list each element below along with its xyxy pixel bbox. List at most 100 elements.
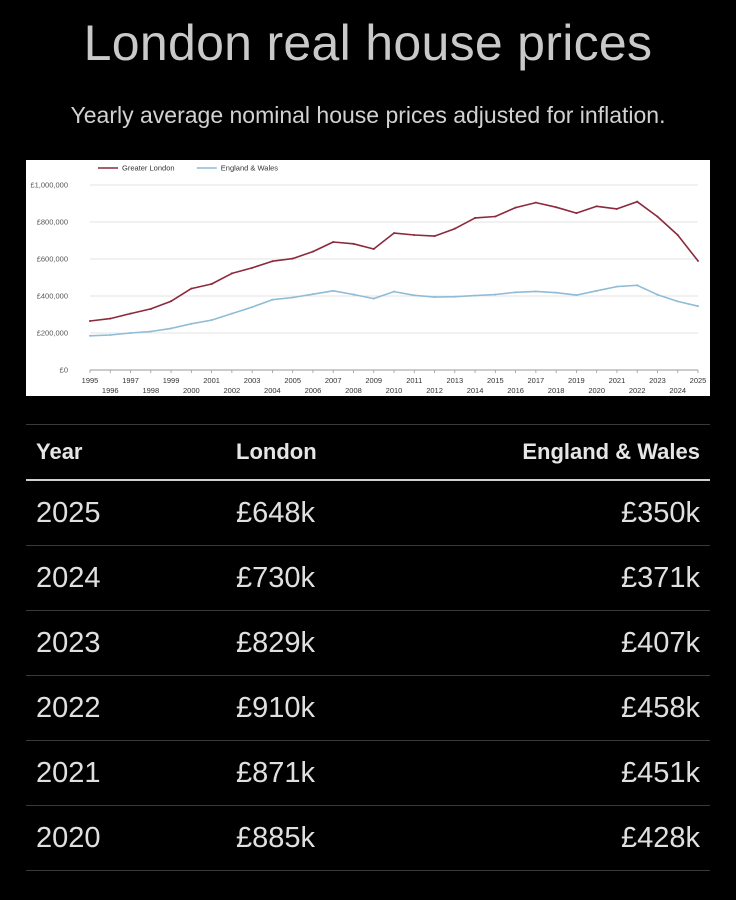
y-tick-label: £600,000 — [37, 255, 68, 264]
data-point — [575, 294, 578, 297]
x-tick-label: 2012 — [426, 386, 443, 395]
x-tick-label: 1998 — [142, 386, 159, 395]
x-tick-label: 2019 — [568, 376, 585, 385]
table-row: 2021 £871k £451k — [26, 740, 710, 806]
data-point — [514, 291, 517, 294]
page-title: London real house prices — [83, 15, 653, 71]
data-point — [494, 215, 497, 218]
data-point — [433, 235, 436, 238]
x-tick-label: 2007 — [325, 376, 342, 385]
x-tick-label: 2023 — [649, 376, 666, 385]
data-point — [595, 205, 598, 208]
data-point — [595, 289, 598, 292]
table-row: 2022 £910k £458k — [26, 675, 710, 741]
x-tick-label: 1995 — [82, 376, 99, 385]
x-tick-label: 2010 — [386, 386, 403, 395]
chart-svg: £0 £200,000 £400,000 £600,000 £800,000 £1,000… — [30, 164, 707, 396]
x-tick-label: 2025 — [690, 376, 707, 385]
data-point — [251, 306, 254, 309]
data-point — [656, 215, 659, 218]
data-point — [393, 290, 395, 293]
x-tick-label: 1996 — [102, 386, 119, 395]
cell-london: £885k — [226, 805, 456, 871]
data-point — [534, 201, 537, 204]
data-point — [676, 233, 679, 236]
x-tick-label: 1997 — [122, 376, 139, 385]
data-point — [636, 200, 639, 203]
table-row: 2025 £648k £350k — [26, 480, 710, 546]
data-point — [109, 334, 112, 337]
data-point — [311, 250, 314, 253]
data-point — [534, 290, 537, 293]
legend-label: England & Wales — [221, 164, 279, 173]
x-tick-label: 2008 — [345, 386, 362, 395]
data-point — [575, 212, 578, 215]
y-tick-label: £200,000 — [37, 329, 68, 338]
x-tick-label: 2018 — [548, 386, 565, 395]
page-subtitle: Yearly average nominal house prices adju… — [70, 102, 666, 128]
data-point — [170, 327, 173, 330]
table-header-row: Year London England & Wales — [26, 424, 710, 481]
x-tick-label: 2014 — [467, 386, 484, 395]
x-tick-label: 2015 — [487, 376, 504, 385]
cell-year: 2023 — [26, 610, 226, 676]
y-tick-label: £800,000 — [37, 218, 68, 227]
legend-label: Greater London — [122, 164, 175, 173]
data-point — [129, 312, 132, 315]
price-line-chart: £0 £200,000 £400,000 £600,000 £800,000 £1,000… — [26, 160, 710, 396]
data-point — [251, 266, 254, 269]
data-point — [89, 319, 91, 322]
cell-england-wales: £428k — [456, 805, 710, 871]
data-point — [393, 232, 395, 235]
data-point — [291, 296, 294, 299]
data-point — [210, 319, 213, 322]
x-tick-label: 2021 — [609, 376, 626, 385]
series-line — [89, 200, 699, 322]
x-tick-label: 2016 — [507, 386, 524, 395]
cell-london: £829k — [226, 610, 456, 676]
data-point — [453, 295, 456, 298]
data-point — [170, 300, 173, 303]
data-point — [676, 300, 679, 303]
x-tick-label: 2009 — [365, 376, 382, 385]
cell-london: £730k — [226, 545, 456, 611]
data-point — [474, 294, 477, 297]
table-row: 2020 £885k £428k — [26, 805, 710, 871]
data-point — [311, 293, 314, 296]
data-point — [656, 293, 659, 296]
data-point — [636, 284, 639, 287]
data-point — [494, 293, 497, 296]
data-point — [109, 317, 112, 320]
data-point — [149, 307, 152, 310]
x-tick-label: 2024 — [669, 386, 686, 395]
data-point — [190, 287, 193, 290]
data-point — [453, 227, 456, 230]
y-tick-label: £400,000 — [37, 292, 68, 301]
data-point — [474, 216, 477, 219]
cell-year: 2025 — [26, 480, 226, 546]
x-tick-label: 2013 — [446, 376, 463, 385]
data-point — [149, 330, 152, 333]
cell-england-wales: £458k — [456, 675, 710, 741]
table-row: 2024 £730k £371k — [26, 545, 710, 611]
cell-london: £648k — [226, 480, 456, 546]
x-tick-label: 2001 — [203, 376, 220, 385]
data-point — [433, 296, 436, 299]
header-england-wales: England & Wales — [456, 424, 710, 481]
x-tick-label: 2000 — [183, 386, 200, 395]
data-point — [555, 291, 558, 294]
data-point — [332, 240, 335, 243]
series-line — [89, 284, 699, 337]
data-point — [129, 332, 132, 334]
x-tick-label: 2022 — [629, 386, 646, 395]
table-row: 2023 £829k £407k — [26, 610, 710, 676]
x-tick-label: 2017 — [528, 376, 545, 385]
data-point — [413, 294, 416, 297]
data-point — [352, 242, 355, 245]
data-point — [190, 322, 193, 325]
data-point — [352, 293, 355, 296]
price-table: Year London England & Wales 2025 £648k £… — [26, 424, 710, 871]
data-point — [291, 257, 294, 260]
data-point — [555, 206, 558, 209]
x-tick-label: 1999 — [163, 376, 180, 385]
